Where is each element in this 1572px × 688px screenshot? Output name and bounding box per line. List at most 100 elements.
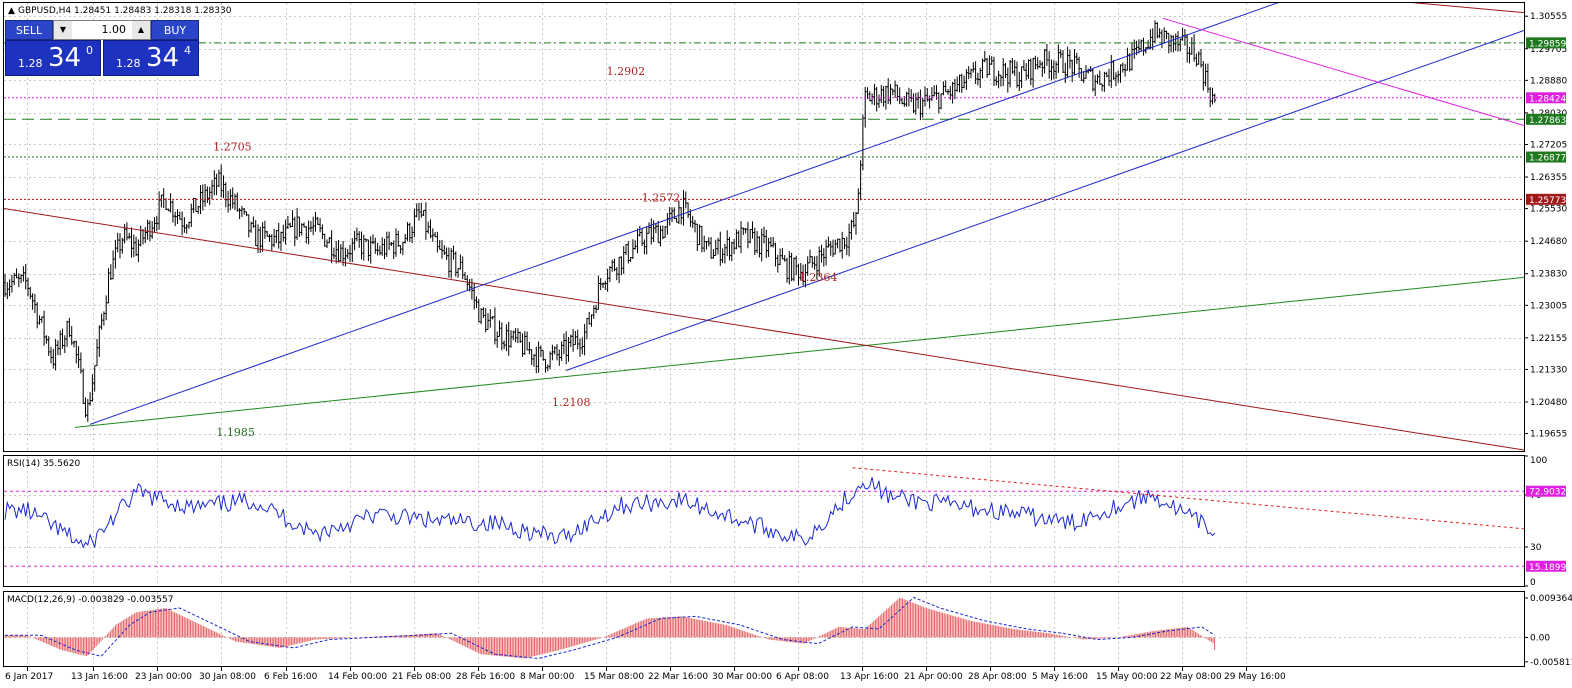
ohlc-bar bbox=[622, 246, 625, 274]
ohlc-bar bbox=[1096, 74, 1099, 85]
ohlc-bar bbox=[185, 224, 188, 234]
ohlc-bar bbox=[749, 228, 752, 244]
ohlc-bar bbox=[680, 207, 683, 225]
ohlc-bar bbox=[36, 302, 39, 329]
x-tick-label: 28 Apr 08:00 bbox=[968, 672, 1027, 682]
ohlc-bar bbox=[723, 243, 727, 264]
ohlc-bar bbox=[1029, 58, 1032, 86]
ohlc-bar bbox=[482, 307, 485, 318]
ohlc-bar bbox=[378, 245, 382, 256]
ohlc-bar bbox=[1119, 64, 1122, 83]
ohlc-bar bbox=[210, 179, 214, 200]
ohlc-bar bbox=[293, 216, 296, 247]
ohlc-bar bbox=[1015, 61, 1019, 88]
ohlc-bar bbox=[866, 87, 869, 99]
ohlc-bar bbox=[949, 86, 952, 100]
ohlc-bar bbox=[215, 173, 218, 196]
ohlc-bar bbox=[1052, 60, 1055, 80]
ohlc-bar bbox=[799, 262, 802, 281]
magenta-trendline bbox=[1162, 17, 1524, 127]
ohlc-bar bbox=[275, 230, 278, 244]
ohlc-bar bbox=[1114, 72, 1118, 87]
ohlc-bar bbox=[4, 273, 7, 297]
ohlc-bar bbox=[544, 359, 547, 373]
x-tick-label: 22 May 08:00 bbox=[1160, 672, 1222, 682]
ohlc-bar bbox=[615, 267, 618, 281]
ohlc-bar bbox=[291, 210, 294, 228]
ohlc-bar bbox=[151, 221, 154, 239]
ohlc-bar bbox=[369, 236, 372, 264]
sell-button[interactable]: SELL bbox=[5, 20, 53, 40]
ohlc-bar bbox=[486, 313, 490, 330]
ohlc-bar bbox=[831, 239, 835, 257]
lot-size-field[interactable]: ▼ 1.00 ▲ bbox=[53, 20, 151, 40]
ohlc-bar bbox=[243, 208, 246, 215]
ohlc-bar bbox=[661, 225, 664, 240]
ohlc-bar bbox=[992, 56, 996, 86]
ohlc-bar bbox=[222, 175, 225, 199]
rsi-level-tag-box bbox=[1526, 485, 1566, 497]
ohlc-bar bbox=[512, 330, 515, 341]
rsi-header: RSI(14) 35.5620 bbox=[7, 459, 80, 469]
ohlc-bar bbox=[1121, 62, 1124, 73]
lot-size-value[interactable]: 1.00 bbox=[101, 23, 127, 36]
price-tag-label: 1.28424 bbox=[1529, 94, 1566, 104]
ohlc-bar bbox=[553, 346, 556, 355]
ohlc-bar bbox=[190, 203, 193, 228]
ohlc-bar bbox=[1202, 61, 1205, 91]
ohlc-bar bbox=[174, 211, 177, 227]
ohlc-bar bbox=[302, 222, 306, 228]
ohlc-bar bbox=[758, 236, 761, 258]
rsi-level-tag-label: 72.9032 bbox=[1529, 488, 1566, 498]
ohlc-bar bbox=[650, 218, 653, 245]
ohlc-bar bbox=[516, 328, 520, 344]
ohlc-bar bbox=[233, 193, 237, 210]
buy-button[interactable]: BUY bbox=[151, 20, 199, 40]
lot-down-icon[interactable]: ▼ bbox=[54, 21, 72, 39]
ohlc-bar bbox=[1140, 39, 1143, 52]
ohlc-bar bbox=[346, 248, 349, 259]
ohlc-bar bbox=[760, 228, 763, 262]
price-plot bbox=[4, 3, 1524, 451]
ohlc-bar bbox=[638, 225, 641, 237]
x-tick-label: 14 Feb 00:00 bbox=[328, 672, 387, 682]
ohlc-bar bbox=[811, 256, 814, 268]
ohlc-bar bbox=[1098, 70, 1101, 85]
ohlc-bar bbox=[180, 211, 184, 236]
sell-price-button[interactable]: 1.28 34 0 bbox=[5, 40, 101, 76]
ohlc-bar bbox=[795, 255, 798, 276]
ohlc-bar bbox=[583, 323, 586, 356]
chart-title: GBPUSD,H4 1.28451 1.28483 1.28318 1.2833… bbox=[18, 6, 232, 16]
ohlc-bar bbox=[578, 338, 582, 357]
ohlc-bar bbox=[1004, 62, 1007, 79]
ohlc-bar bbox=[606, 268, 609, 292]
ohlc-bar bbox=[744, 227, 747, 234]
ohlc-bar bbox=[767, 237, 770, 257]
ohlc-bar bbox=[15, 268, 18, 279]
ohlc-bar bbox=[456, 268, 460, 278]
ohlc-bar bbox=[148, 220, 152, 242]
ohlc-bar bbox=[252, 216, 255, 228]
ohlc-bar bbox=[392, 240, 395, 260]
ohlc-bar bbox=[277, 222, 280, 249]
ohlc-bar bbox=[272, 228, 276, 248]
ohlc-bar bbox=[261, 222, 264, 252]
ohlc-bar bbox=[295, 207, 299, 240]
ohlc-bar bbox=[203, 183, 207, 207]
ohlc-bar bbox=[22, 266, 25, 282]
ohlc-bar bbox=[765, 229, 768, 258]
buy-price-button[interactable]: 1.28 34 4 bbox=[103, 40, 199, 76]
ohlc-bar bbox=[969, 68, 973, 79]
ohlc-bar bbox=[201, 184, 204, 211]
ohlc-bar bbox=[783, 255, 786, 262]
lot-up-icon[interactable]: ▲ bbox=[132, 21, 150, 39]
ohlc-bar bbox=[404, 233, 407, 244]
ohlc-bar bbox=[700, 225, 704, 253]
x-tick-label: 15 May 00:00 bbox=[1096, 672, 1158, 682]
x-tick-label: 21 Apr 00:00 bbox=[904, 672, 963, 682]
ohlc-bar bbox=[254, 220, 257, 247]
ohlc-bar bbox=[1165, 30, 1168, 40]
ohlc-bar bbox=[548, 351, 552, 369]
ohlc-bar bbox=[1018, 71, 1021, 92]
